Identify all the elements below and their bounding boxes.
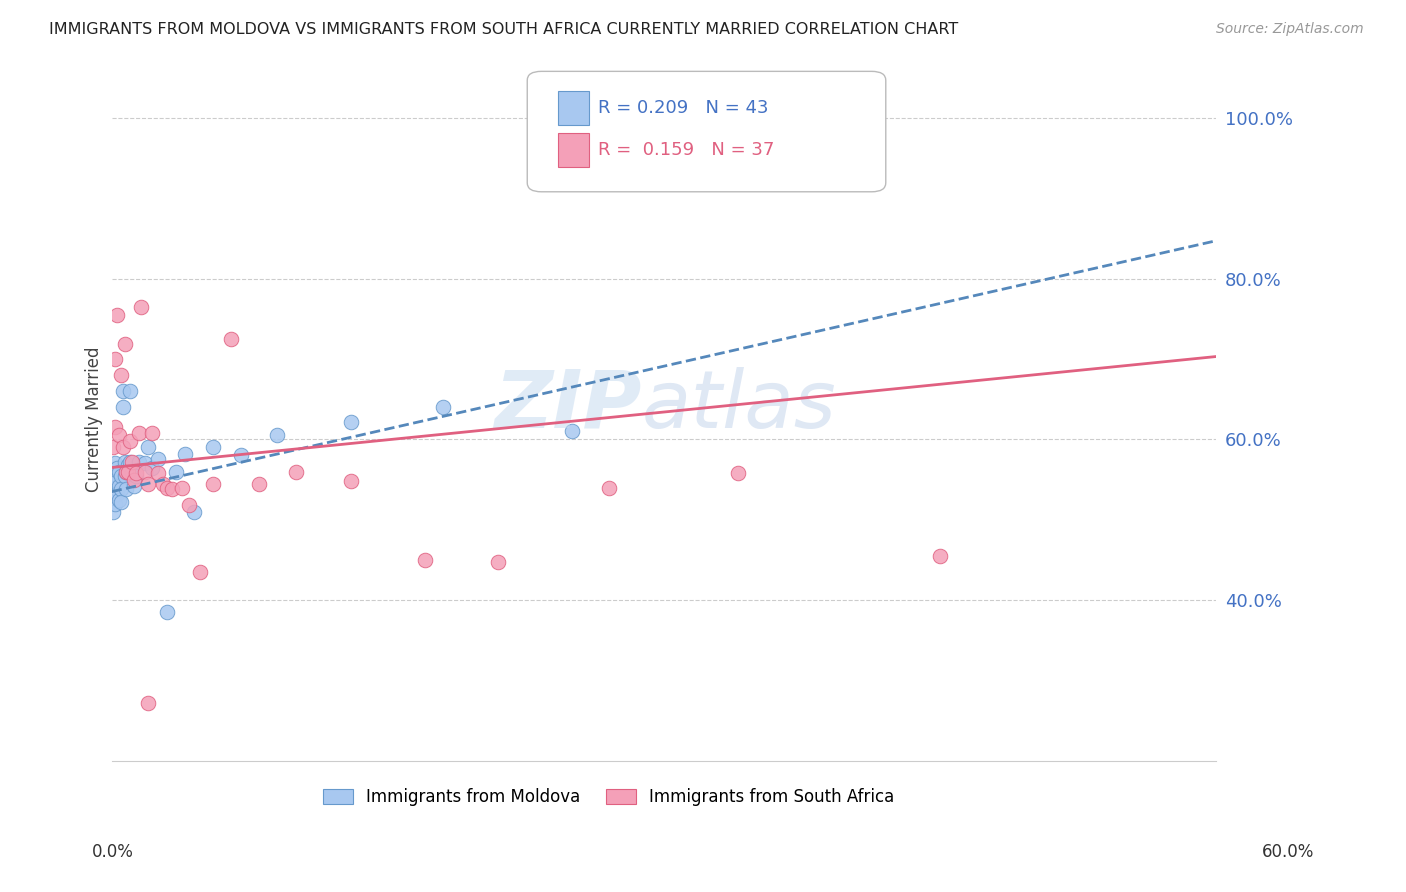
Point (104, 457, 127, 471)
Point (105, 460, 128, 475)
Point (122, 473, 145, 487)
Point (110, 468, 132, 483)
Point (104, 468, 127, 483)
Y-axis label: Currently Married: Currently Married (86, 346, 103, 492)
Point (104, 351, 127, 366)
Point (104, 481, 127, 495)
Point (174, 447, 197, 461)
Point (170, 481, 193, 495)
Point (115, 465, 138, 479)
Point (114, 468, 136, 483)
Point (177, 498, 200, 512)
Point (115, 465, 138, 479)
Point (111, 441, 134, 455)
Text: Source: ZipAtlas.com: Source: ZipAtlas.com (1216, 22, 1364, 37)
Point (103, 489, 125, 503)
Point (110, 368, 132, 382)
Point (117, 465, 139, 479)
Point (141, 425, 163, 440)
Point (115, 482, 138, 496)
Point (110, 495, 132, 509)
Point (188, 565, 211, 579)
Point (121, 455, 143, 469)
Point (413, 553, 436, 567)
Point (340, 474, 363, 488)
Point (108, 428, 131, 442)
Point (118, 384, 141, 398)
Point (111, 384, 134, 398)
Point (146, 452, 169, 467)
Point (340, 415, 363, 429)
Point (111, 400, 134, 414)
Point (156, 481, 179, 495)
Point (152, 476, 174, 491)
Point (156, 605, 179, 619)
Point (284, 465, 307, 479)
Point (105, 474, 128, 488)
Point (141, 460, 163, 475)
Point (108, 465, 131, 479)
Point (103, 476, 125, 491)
Point (929, 549, 952, 563)
Point (201, 441, 224, 455)
Point (165, 465, 187, 479)
Point (138, 441, 160, 455)
Text: 0.0%: 0.0% (91, 843, 134, 861)
Point (124, 466, 146, 480)
Point (118, 455, 141, 469)
Point (114, 337, 136, 351)
Point (727, 466, 749, 480)
Point (118, 434, 141, 448)
Point (103, 505, 125, 519)
Point (138, 476, 160, 491)
Text: 60.0%: 60.0% (1263, 843, 1315, 861)
Point (124, 468, 146, 483)
Point (247, 476, 270, 491)
Point (134, 465, 156, 479)
Point (117, 458, 139, 472)
Point (114, 455, 136, 469)
Point (108, 492, 131, 507)
Text: R = 0.209   N = 43: R = 0.209 N = 43 (598, 99, 768, 117)
Point (266, 428, 288, 442)
Point (598, 481, 620, 495)
Point (162, 482, 184, 496)
Point (121, 466, 143, 480)
Point (105, 308, 128, 322)
Point (128, 425, 150, 440)
Point (128, 455, 150, 469)
Point (122, 479, 145, 493)
Text: IMMIGRANTS FROM MOLDOVA VS IMMIGRANTS FROM SOUTH AFRICA CURRENTLY MARRIED CORREL: IMMIGRANTS FROM MOLDOVA VS IMMIGRANTS FR… (49, 22, 959, 37)
Point (103, 441, 125, 455)
Point (486, 555, 509, 569)
Point (138, 696, 160, 710)
Point (108, 479, 131, 493)
Point (221, 332, 243, 346)
Point (561, 425, 583, 439)
Point (201, 476, 224, 491)
Point (432, 400, 454, 414)
Text: ZIP: ZIP (495, 367, 643, 444)
Point (104, 420, 127, 434)
Point (104, 497, 127, 511)
Text: R =  0.159   N = 37: R = 0.159 N = 37 (598, 141, 773, 159)
Text: atlas: atlas (643, 367, 837, 444)
Point (146, 466, 169, 480)
Legend: Immigrants from Moldova, Immigrants from South Africa: Immigrants from Moldova, Immigrants from… (315, 780, 903, 814)
Point (229, 449, 252, 463)
Point (105, 487, 128, 501)
Point (134, 457, 156, 471)
Point (183, 505, 205, 519)
Point (110, 482, 132, 496)
Point (129, 300, 152, 314)
